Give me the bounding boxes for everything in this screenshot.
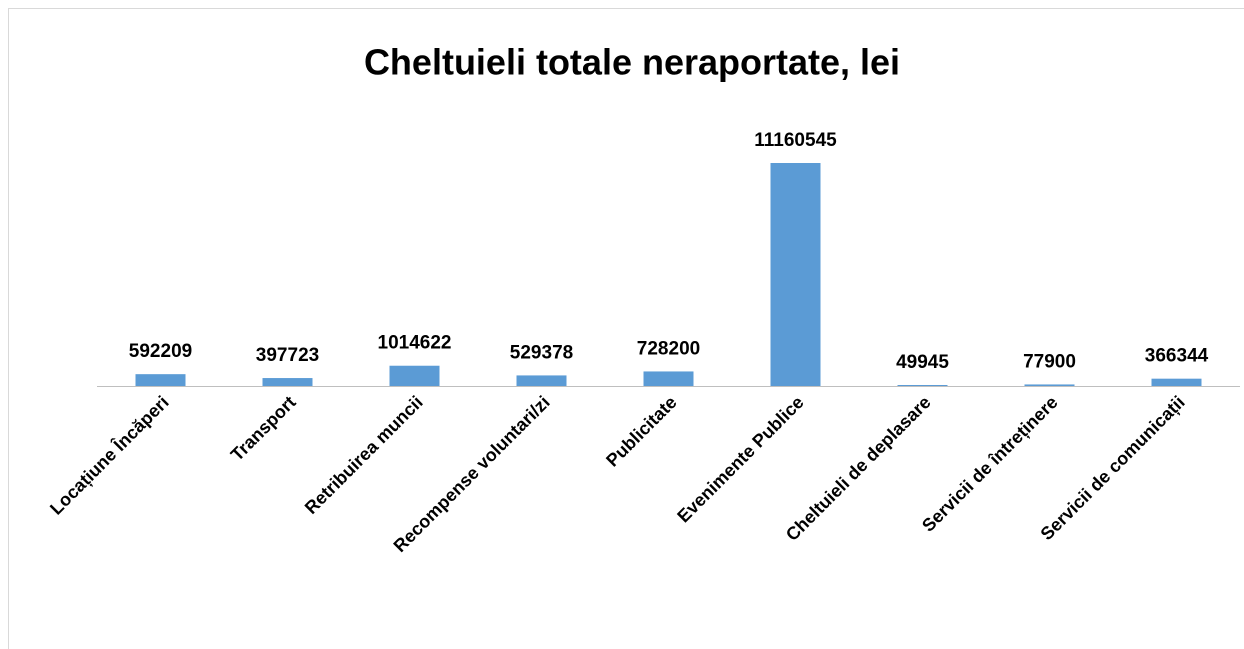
data-label: 397723	[256, 345, 319, 366]
bar	[643, 371, 694, 386]
x-tick-label: Evenimente Publice	[673, 392, 807, 526]
x-tick-label: Transport	[227, 392, 300, 465]
x-tick-label: Locațiune Încăperi	[45, 391, 172, 518]
x-tick-label: Servicii de comunicații	[1037, 392, 1189, 544]
chart-title: Cheltuieli totale neraportate, lei	[364, 42, 900, 83]
bar	[897, 385, 948, 386]
data-label: 366344	[1145, 346, 1209, 367]
data-label: 529378	[510, 342, 573, 363]
bar	[516, 375, 567, 386]
bar	[135, 374, 186, 386]
data-label: 1014622	[378, 333, 452, 354]
data-label: 728200	[637, 338, 700, 359]
bar	[389, 365, 440, 386]
x-tick-label: Servicii de întreținere	[918, 392, 1062, 536]
x-tick-label: Cheltuieli de deplasare	[782, 392, 935, 545]
x-tick-label: Publicitate	[602, 392, 681, 471]
bar	[1024, 384, 1075, 386]
x-tick-label: Retribuirea muncii	[301, 392, 427, 518]
bar	[1151, 378, 1202, 386]
data-label: 49945	[896, 352, 949, 373]
data-label: 77900	[1023, 351, 1076, 372]
bar	[770, 163, 821, 386]
data-label: 592209	[129, 341, 192, 362]
bar	[262, 378, 313, 386]
chart-border	[8, 8, 1244, 649]
data-label: 11160545	[754, 130, 837, 151]
